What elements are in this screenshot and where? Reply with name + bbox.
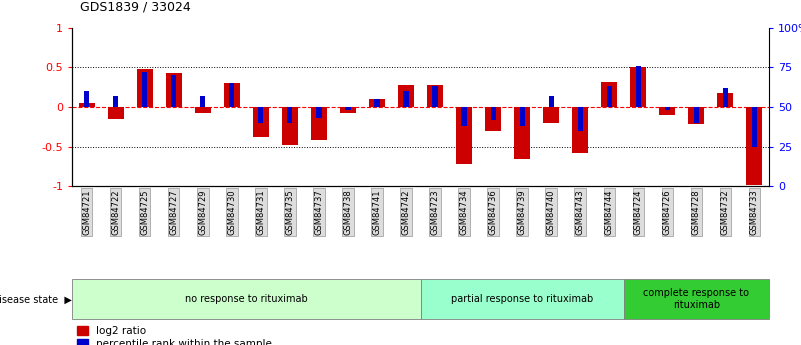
Bar bbox=[688, 107, 704, 125]
Bar bbox=[195, 107, 211, 113]
Bar bbox=[137, 69, 153, 107]
Bar bbox=[549, 96, 553, 107]
Bar bbox=[694, 107, 699, 123]
Bar bbox=[433, 86, 437, 107]
Bar bbox=[340, 107, 356, 112]
Bar bbox=[282, 107, 298, 145]
Bar bbox=[171, 75, 176, 107]
FancyBboxPatch shape bbox=[72, 279, 421, 319]
Bar bbox=[253, 107, 269, 137]
Bar bbox=[374, 99, 380, 107]
Bar bbox=[107, 107, 123, 119]
FancyBboxPatch shape bbox=[421, 279, 624, 319]
Bar bbox=[514, 107, 530, 159]
FancyBboxPatch shape bbox=[624, 279, 769, 319]
Bar bbox=[84, 91, 89, 107]
Bar bbox=[578, 107, 583, 131]
Bar bbox=[369, 99, 385, 107]
Bar bbox=[723, 88, 728, 107]
Bar bbox=[606, 86, 612, 107]
Bar bbox=[602, 81, 618, 107]
Bar bbox=[543, 107, 559, 123]
Bar bbox=[316, 107, 321, 118]
Bar bbox=[200, 96, 205, 107]
Bar bbox=[636, 66, 641, 107]
Bar bbox=[288, 107, 292, 123]
Bar bbox=[752, 107, 757, 147]
Bar bbox=[659, 107, 675, 115]
Bar bbox=[520, 107, 525, 126]
Bar bbox=[461, 107, 467, 126]
Bar bbox=[229, 83, 235, 107]
Bar bbox=[718, 93, 734, 107]
Text: complete response to
rituximab: complete response to rituximab bbox=[643, 288, 750, 310]
Bar bbox=[113, 96, 119, 107]
Bar bbox=[258, 107, 264, 123]
Text: GDS1839 / 33024: GDS1839 / 33024 bbox=[80, 1, 191, 14]
Bar bbox=[485, 107, 501, 131]
Text: no response to rituximab: no response to rituximab bbox=[185, 294, 308, 304]
Bar bbox=[166, 73, 182, 107]
Bar bbox=[404, 91, 409, 107]
Bar bbox=[142, 72, 147, 107]
Bar bbox=[345, 107, 351, 110]
Bar bbox=[456, 107, 472, 164]
Bar bbox=[630, 67, 646, 107]
Bar bbox=[665, 107, 670, 110]
Legend: log2 ratio, percentile rank within the sample: log2 ratio, percentile rank within the s… bbox=[78, 326, 272, 345]
Text: partial response to rituximab: partial response to rituximab bbox=[451, 294, 594, 304]
Bar bbox=[223, 83, 239, 107]
Bar bbox=[572, 107, 588, 153]
Bar bbox=[398, 85, 414, 107]
Bar bbox=[427, 85, 443, 107]
Bar bbox=[490, 107, 496, 120]
Text: disease state  ▶: disease state ▶ bbox=[0, 294, 72, 304]
Bar bbox=[747, 107, 763, 185]
Bar bbox=[311, 107, 327, 140]
Bar bbox=[78, 103, 95, 107]
